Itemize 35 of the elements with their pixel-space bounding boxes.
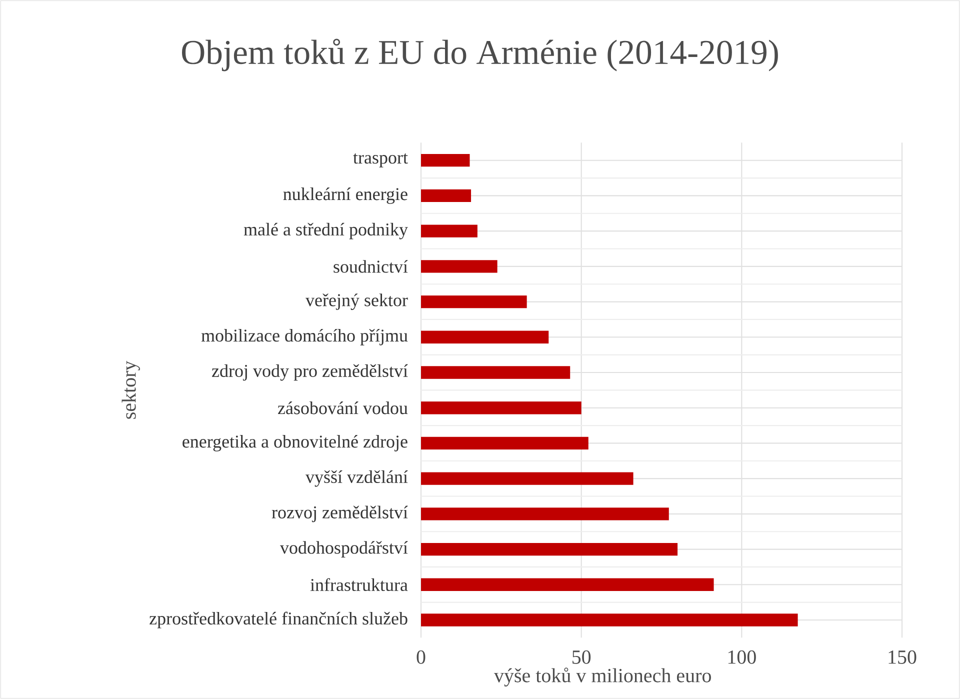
- x-tick-label: 50: [572, 650, 591, 664]
- bar: [421, 402, 582, 414]
- bar: [421, 189, 472, 202]
- bar: [421, 260, 498, 273]
- bar: [421, 578, 714, 591]
- chart-title: Objem toků z EU do Arménie (2014-2019): [182, 38, 778, 72]
- y-tick-label: soudnictví: [334, 260, 408, 273]
- bar: [421, 224, 478, 238]
- bar: [421, 614, 798, 626]
- y-tick-label: mobilizace domácího příjmu: [201, 328, 408, 346]
- bar: [421, 436, 588, 450]
- y-tick-label: energetika a obnovitelné zdroje: [182, 435, 408, 452]
- x-tick-label: 0: [416, 650, 426, 664]
- x-tick-label: 100: [728, 650, 756, 664]
- y-tick-label: vodohospodářství: [280, 541, 408, 558]
- bar: [421, 472, 634, 485]
- bar: [421, 542, 678, 556]
- bar: [421, 295, 527, 308]
- bar: [421, 154, 470, 167]
- y-tick-label: infrastruktura: [310, 578, 408, 592]
- y-tick-label: rozvoj zemědělství: [272, 506, 408, 522]
- bar: [421, 508, 669, 520]
- bar: [421, 366, 570, 379]
- x-tick-label: 150: [888, 650, 916, 664]
- y-axis-title: sektory: [122, 360, 140, 419]
- y-tick-label: nukleární energie: [283, 188, 408, 204]
- y-tick-label: trasport: [353, 153, 408, 168]
- y-tick-label: zprostředkovatelé finančních služeb: [150, 612, 408, 628]
- y-tick-label: zásobování vodou: [278, 402, 408, 414]
- bar: [421, 330, 549, 344]
- y-tick-label: malé a střední podniky: [244, 222, 408, 240]
- y-tick-label: vyšší vzdělání: [305, 470, 408, 487]
- x-axis-title: výše toků v milionech euro: [494, 668, 711, 686]
- y-tick-label: veřejný sektor: [306, 294, 408, 310]
- y-tick-label: zdroj vody pro zemědělství: [212, 364, 408, 381]
